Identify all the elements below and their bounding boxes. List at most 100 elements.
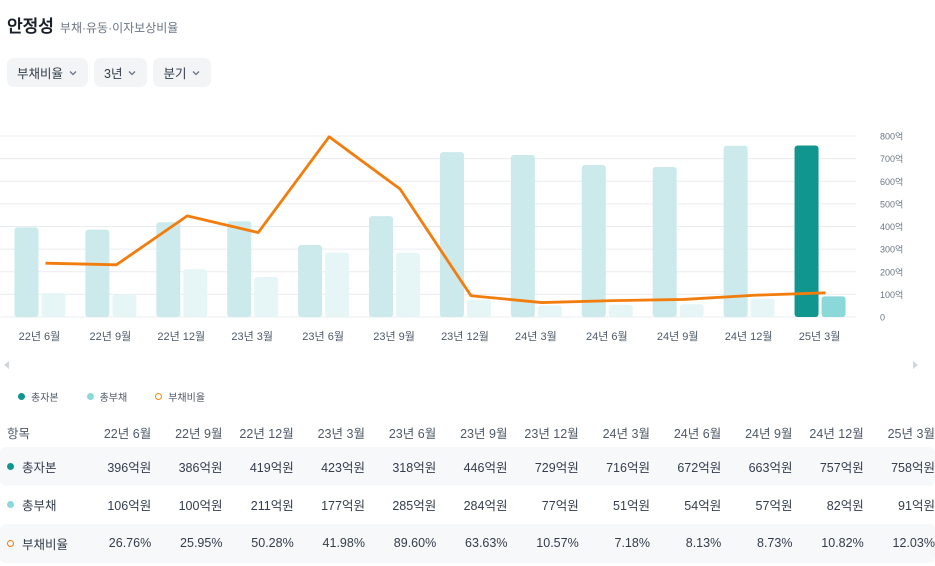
table-cell: 672억원 [677,460,722,475]
table-cell: 419억원 [249,460,294,475]
table-column-header: 24년 9월 [745,426,793,441]
table-cell: 63.63% [465,536,508,551]
chevron-down-icon [193,70,200,75]
row-label-text: 부채비율 [22,537,69,552]
y-tick-label: 700억 [880,153,903,164]
table-cell: 8.13% [685,536,722,551]
ring-marker-icon [7,539,14,547]
x-tick-label: 23년 12월 [441,330,489,343]
table-cell: 100억원 [178,499,223,514]
table-cell: 663억원 [748,460,793,475]
table-cell: 446억원 [463,460,508,475]
y-tick-label: 800억 [880,131,903,142]
table-cell: 77억원 [541,499,579,514]
x-tick-label: 24년 3월 [515,330,557,343]
equity-bar [369,216,394,317]
table-cell: 25.95% [180,536,223,551]
table-cell: 57억원 [755,499,793,514]
y-tick-label: 100억 [880,289,903,300]
table-cell: 41.98% [322,536,365,551]
filter-bar: 부채비율 3년 분기 [7,58,212,87]
dot-marker-icon [7,501,14,509]
table-column-header: 23년 3월 [317,426,365,441]
chevron-down-icon [129,70,136,75]
table-cell: 91억원 [898,499,935,514]
table-cell: 51억원 [613,499,650,514]
equity-bar [227,221,252,317]
row-label-text: 총부채 [22,499,57,514]
x-tick-label: 22년 6월 [19,330,61,343]
table-column-header: 22년 12월 [239,426,294,441]
equity-bar [439,152,464,317]
interval-dropdown-label: 분기 [163,67,187,81]
debt-bar [821,296,846,317]
debt-bar [183,269,208,317]
legend-debt-dot [86,393,94,400]
scroll-left-arrow[interactable] [4,361,9,369]
debt-bar [608,304,633,317]
table-cell: 50.28% [251,536,294,551]
table-cell: 285억원 [392,499,437,514]
table-row: 총자본 396억원 386억원 419억원 423억원 318억원 446억원 729억원 71… [0,447,935,486]
equity-bar [85,229,110,317]
table-column-header: 23년 6월 [388,426,437,441]
table-cell: 284억원 [463,499,508,514]
debt-bar [679,304,704,317]
debt-bar [112,294,137,317]
equity-bar [156,222,181,317]
metric-dropdown[interactable]: 부채비율 [7,58,89,87]
interval-dropdown[interactable]: 분기 [153,58,212,87]
table-header-row: 항목 22년 6월 22년 9월 22년 12월 23년 3월 23년 6월 23년 9월… [0,417,935,447]
scroll-right-arrow[interactable] [913,361,918,369]
legend-debt-label: 총부채 [99,393,128,404]
legend-equity-label: 총자본 [31,393,59,404]
section-header: 안정성 부채·유동·이자보상비율 [7,12,178,37]
table-cell: 82억원 [826,499,864,514]
table-cell: 7.18% [614,536,650,551]
equity-bar [723,145,748,317]
period-dropdown-label: 3년 [104,67,123,81]
x-tick-label: 22년 12월 [157,330,205,343]
period-dropdown[interactable]: 3년 [94,58,148,87]
table-cell: 26.76% [108,536,152,551]
debt-bar [466,299,491,317]
section-title: 안정성 [7,17,54,36]
table-cell: 211억원 [250,499,294,514]
stability-chart: 800억 700억 600억 500억 400억 300억 200억 100억 0 22년 6월 2… [0,131,903,343]
x-tick-label: 23년 6월 [302,330,344,343]
equity-bar [298,245,323,317]
legend-equity-dot [18,393,25,400]
debt-ratio-line [45,135,826,304]
debt-bar [254,276,279,317]
table-header-label: 항목 [7,426,31,441]
x-tick-label: 24년 9월 [657,330,699,343]
equity-bar [652,166,677,317]
table-row-label: 부채비율 [0,534,80,553]
table-cell: 396억원 [107,460,152,475]
y-tick-label: 300억 [880,244,903,255]
chart-legend: 총자본 총부채 부채비율 [18,389,205,404]
table-cell: 10.82% [821,536,864,551]
section-subtitle: 부채·유동·이자보상비율 [59,21,179,35]
equity-bar [14,227,39,317]
y-tick-label: 400억 [880,221,903,232]
table-column-header: 24년 3월 [602,426,650,441]
table-cell: 729억원 [534,460,579,475]
debt-bar [537,305,562,317]
table-column-header: 24년 6월 [673,426,722,441]
debt-bar [750,298,775,317]
table-column-header: 23년 12월 [524,426,579,441]
table-cell: 758억원 [891,460,935,475]
table-row: 총부채 106억원 100억원 211억원 177억원 285억원 284억원 77억원 51억… [0,485,935,524]
table-column-header: 25년 3월 [887,426,935,441]
table-cell: 177억원 [321,499,365,514]
legend-item-ratio: 부채비율 [155,389,205,404]
table-cell: 106억원 [107,499,152,514]
table-cell: 10.57% [536,536,579,551]
table-cell: 8.73% [757,536,793,551]
equity-bar [794,145,819,317]
y-tick-label: 0 [880,313,885,323]
table-column-header: 24년 12월 [809,426,864,441]
table-row: 부채비율 26.76% 25.95% 50.28% 41.98% 89.60% 63.63%… [0,524,935,563]
y-tick-label: 600억 [880,176,903,187]
